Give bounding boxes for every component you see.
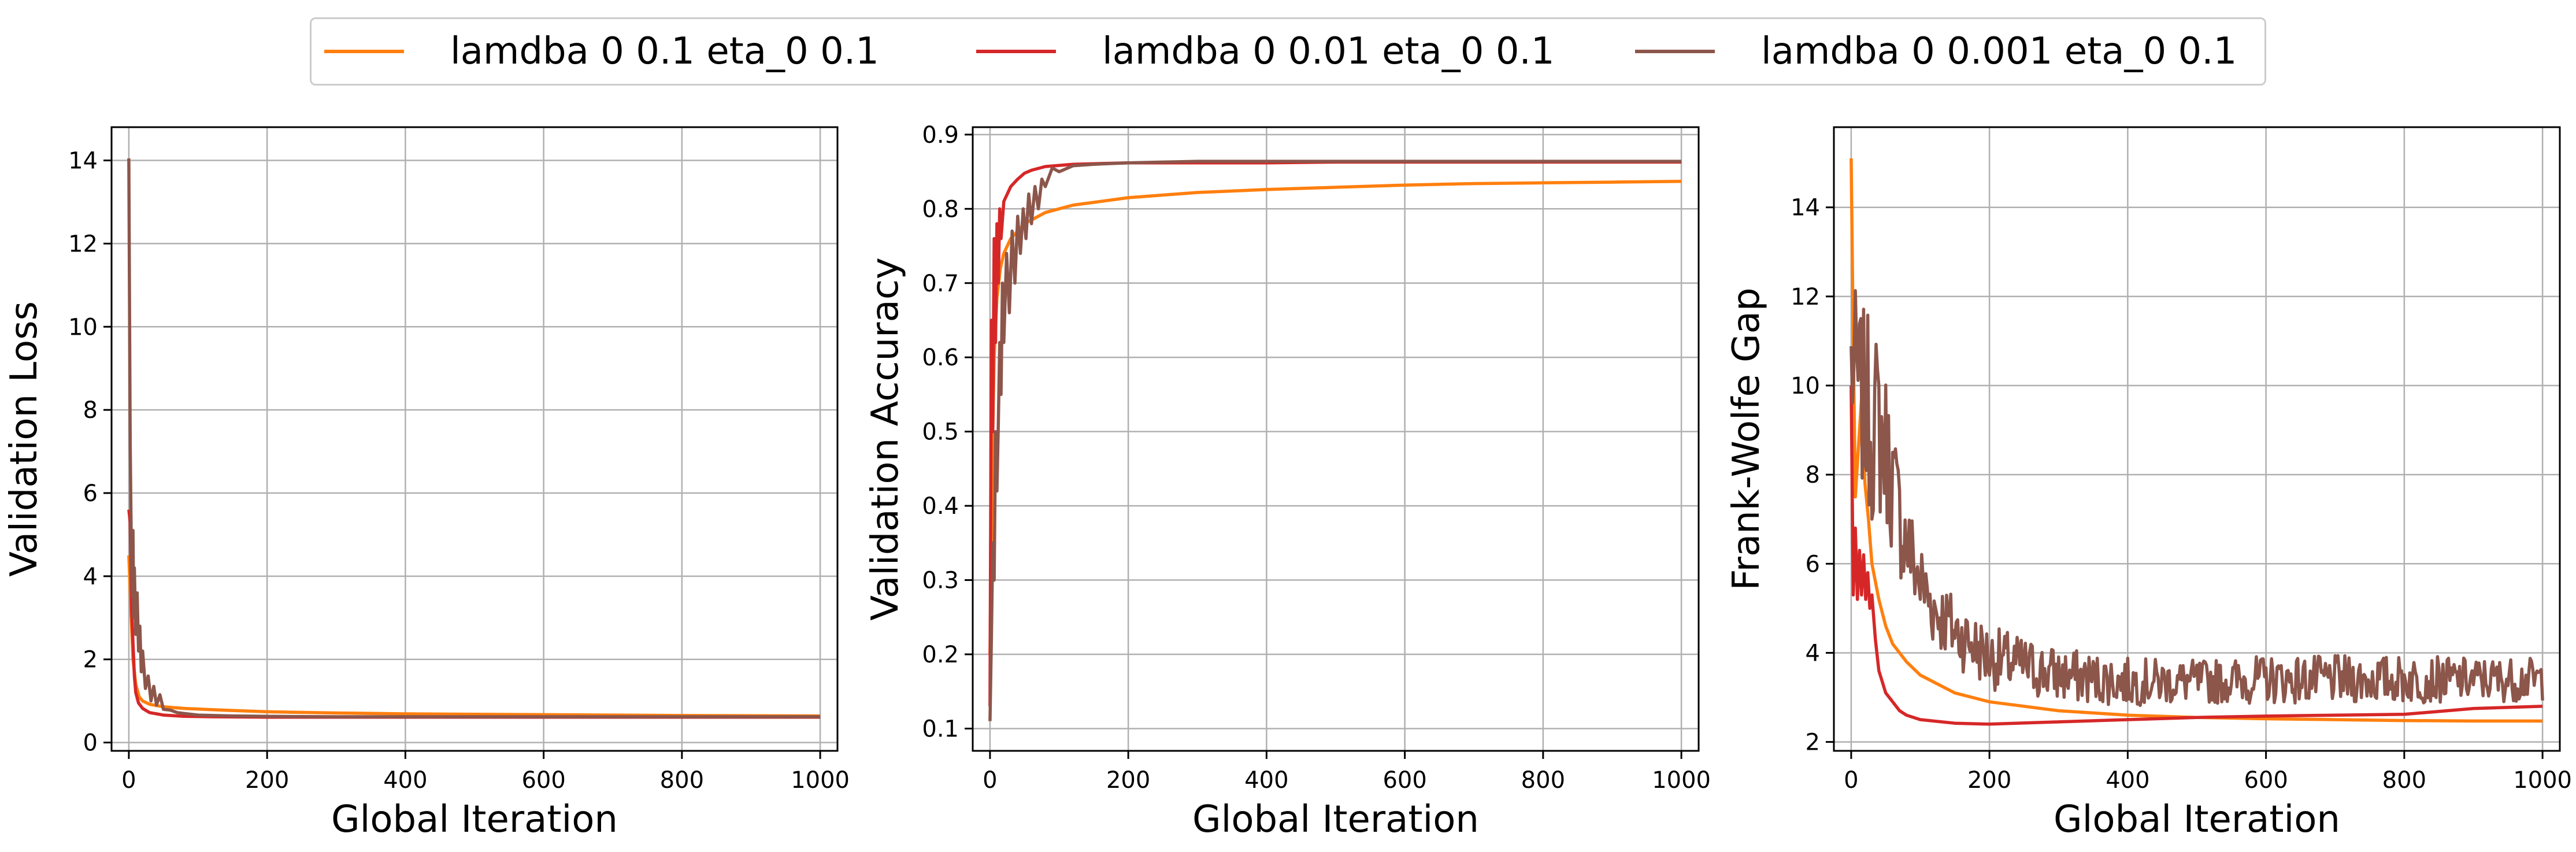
x-tick-label: 800 bbox=[1521, 767, 1565, 794]
x-axis-label: Global Iteration bbox=[331, 798, 618, 841]
y-tick-label: 14 bbox=[68, 148, 98, 175]
y-tick-label: 6 bbox=[1806, 551, 1820, 577]
legend-entry: lamdba 0 0.1 eta_0 0.1 bbox=[324, 19, 879, 84]
y-axis-label: Validation Accuracy bbox=[864, 257, 907, 621]
x-tick-label: 400 bbox=[1244, 767, 1288, 794]
y-tick-label: 4 bbox=[1806, 640, 1820, 666]
legend-swatch bbox=[1635, 50, 1715, 53]
legend-entry: lamdba 0 0.01 eta_0 0.1 bbox=[976, 19, 1555, 84]
x-tick-label: 1000 bbox=[2513, 767, 2572, 794]
y-tick-label: 12 bbox=[68, 231, 98, 257]
x-tick-label: 600 bbox=[521, 767, 565, 794]
x-tick-label: 1000 bbox=[1652, 767, 1711, 794]
y-axis-label: Frank-Wolfe Gap bbox=[1725, 288, 1768, 591]
x-tick-label: 400 bbox=[2106, 767, 2149, 794]
chart-2: 0 200 400 600 800 1000 0.1 0.2 0.3 0.4 0.5 0.6 0.7 0.… bbox=[864, 122, 1711, 841]
y-tick-label: 14 bbox=[1791, 195, 1820, 221]
y-tick-label: 0.3 bbox=[922, 568, 959, 594]
y-tick-label: 10 bbox=[68, 314, 98, 340]
series-line-2 bbox=[988, 160, 1682, 706]
series-line-3 bbox=[988, 160, 1682, 721]
y-tick-label: 2 bbox=[1806, 729, 1820, 756]
y-tick-label: 2 bbox=[83, 647, 98, 673]
y-tick-label: 0 bbox=[83, 730, 98, 757]
series-line-1 bbox=[988, 180, 1682, 655]
y-tick-label: 12 bbox=[1791, 284, 1820, 310]
x-axis-label: Global Iteration bbox=[1192, 798, 1479, 841]
axes-frame bbox=[110, 126, 839, 752]
y-tick-label: 0.9 bbox=[922, 122, 959, 149]
legend-label: lamdba 0 0.001 eta_0 0.1 bbox=[1761, 30, 2237, 73]
x-tick-label: 0 bbox=[1844, 767, 1858, 794]
legend-swatch bbox=[324, 50, 404, 53]
series-line-2 bbox=[127, 509, 821, 719]
y-tick-label: 4 bbox=[83, 564, 98, 590]
y-tick-label: 0.7 bbox=[922, 271, 959, 297]
x-tick-label: 800 bbox=[2382, 767, 2426, 794]
x-tick-label: 0 bbox=[121, 767, 136, 794]
x-tick-label: 200 bbox=[245, 767, 289, 794]
x-tick-label: 400 bbox=[383, 767, 427, 794]
series-line-2 bbox=[1849, 385, 2543, 726]
x-tick-label: 0 bbox=[983, 767, 997, 794]
y-tick-label: 0.6 bbox=[922, 344, 959, 371]
legend-label: lamdba 0 0.01 eta_0 0.1 bbox=[1102, 30, 1555, 73]
x-tick-label: 200 bbox=[1106, 767, 1150, 794]
x-tick-label: 800 bbox=[660, 767, 704, 794]
x-tick-label: 600 bbox=[2244, 767, 2288, 794]
legend-swatch bbox=[976, 50, 1056, 53]
x-axis-label: Global Iteration bbox=[2054, 798, 2340, 841]
y-tick-label: 8 bbox=[83, 397, 98, 424]
chart-3: 0 200 400 600 800 1000 2 4 6 8 10 12 14 Global Iterat… bbox=[1725, 126, 2572, 841]
y-tick-label: 0.2 bbox=[922, 642, 959, 668]
series-line-3 bbox=[127, 158, 821, 718]
y-tick-label: 10 bbox=[1791, 373, 1820, 399]
legend: lamdba 0 0.1 eta_0 0.1 lamdba 0 0.01 eta… bbox=[310, 17, 2266, 86]
x-tick-label: 600 bbox=[1382, 767, 1426, 794]
y-tick-label: 0.1 bbox=[922, 716, 959, 742]
axes-frame bbox=[1833, 126, 2561, 752]
y-tick-label: 0.8 bbox=[922, 196, 959, 223]
series-line-1 bbox=[127, 555, 821, 718]
series-line-3 bbox=[1849, 289, 2544, 707]
y-tick-label: 6 bbox=[83, 480, 98, 507]
legend-entry: lamdba 0 0.001 eta_0 0.1 bbox=[1635, 19, 2237, 84]
y-tick-label: 8 bbox=[1806, 462, 1820, 488]
axes-frame bbox=[972, 126, 1700, 752]
legend-label: lamdba 0 0.1 eta_0 0.1 bbox=[450, 30, 879, 73]
y-tick-label: 0.5 bbox=[922, 419, 959, 446]
x-tick-label: 200 bbox=[1967, 767, 2011, 794]
y-axis-label: Validation Loss bbox=[3, 301, 46, 577]
y-tick-label: 0.4 bbox=[922, 493, 959, 520]
x-tick-label: 1000 bbox=[791, 767, 850, 794]
chart-1: 0 200 400 600 800 1000 0 2 4 6 8 10 12 14 Global Itera… bbox=[3, 126, 850, 841]
